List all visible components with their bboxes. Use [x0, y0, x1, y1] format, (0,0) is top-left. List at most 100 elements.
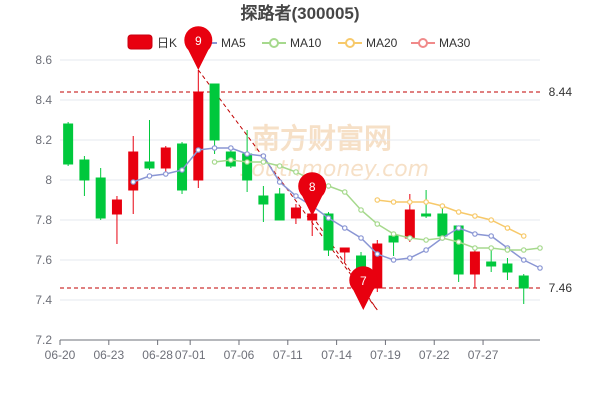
ma10-point	[407, 235, 413, 241]
marker-pin-label: 8	[309, 180, 316, 194]
ma30-legend-dot	[418, 38, 428, 48]
ma10-point	[228, 157, 234, 163]
ma20-legend-dot	[345, 38, 355, 48]
legend-label-ma20: MA20	[366, 36, 398, 50]
markers[interactable]: 9 8 7	[184, 26, 378, 310]
y-tick-label: 8.2	[35, 133, 52, 147]
y-tick-label: 8	[45, 173, 52, 187]
candle-body	[79, 159, 90, 181]
candle-down[interactable]	[144, 120, 155, 170]
candle-body	[518, 275, 529, 289]
ma5-point	[390, 257, 397, 263]
candle-body	[453, 225, 464, 275]
legend-item-ma20[interactable]: MA20	[338, 36, 398, 50]
trend-line	[197, 69, 378, 311]
legend[interactable]: 日K MA5 MA10 MA20 MA30	[127, 34, 471, 50]
candle-down[interactable]	[274, 188, 285, 221]
candle-body	[323, 213, 334, 251]
candles[interactable]	[63, 70, 529, 304]
candle-down[interactable]	[63, 122, 74, 166]
candle-down[interactable]	[209, 83, 220, 154]
candle-up[interactable]	[111, 196, 122, 244]
ma5-point	[325, 215, 332, 221]
candle-down[interactable]	[258, 186, 269, 222]
candle-body	[242, 153, 253, 181]
candle-body	[193, 91, 204, 181]
marker-pin[interactable]: 7	[349, 266, 378, 310]
legend-item-ma10[interactable]: MA10	[262, 36, 322, 50]
marker-pin-shape	[184, 26, 213, 71]
reference-lines: 8.44 7.46	[60, 69, 573, 311]
candle-up[interactable]	[307, 213, 318, 236]
marker-pin-shape	[349, 266, 378, 310]
legend-label-ma30: MA30	[439, 36, 471, 50]
candle-down[interactable]	[453, 225, 464, 282]
legend-label-kline: 日K	[157, 36, 177, 50]
legend-item-ma30[interactable]: MA30	[411, 36, 471, 50]
ma5-point	[130, 179, 137, 185]
candle-body	[290, 207, 301, 219]
legend-item-kline[interactable]: 日K	[127, 34, 177, 50]
reference-line-label: 8.44	[549, 85, 573, 99]
ma5-point	[228, 145, 234, 151]
ma5-point	[293, 193, 299, 199]
kline-legend-swatch	[127, 34, 153, 50]
ma20-point	[374, 197, 381, 203]
watermark-subtext: southmoney.com	[240, 157, 429, 182]
candle-body	[95, 177, 106, 219]
ma10-point	[341, 189, 348, 195]
ma5-point	[162, 171, 169, 177]
reference-line-label: 7.46	[549, 281, 573, 295]
x-tick-label: 06-20	[45, 348, 76, 362]
ma10-point	[423, 237, 429, 243]
candle-up[interactable]	[193, 70, 204, 188]
candle-body	[469, 251, 480, 275]
ma20-point	[488, 217, 494, 223]
candle-up[interactable]	[128, 136, 139, 214]
watermark: 南方财富网 southmoney.com	[240, 122, 429, 182]
candle-down[interactable]	[388, 234, 399, 256]
ma5-point	[211, 145, 218, 151]
ma5-point	[358, 235, 364, 241]
ma5-point	[195, 147, 202, 153]
candle-down[interactable]	[486, 250, 497, 272]
candle-body	[388, 235, 399, 243]
trend-line	[311, 215, 378, 311]
ma10-point	[455, 239, 462, 245]
ma10-point	[472, 245, 478, 251]
candle-body	[258, 195, 269, 205]
candle-up[interactable]	[290, 204, 301, 224]
ma5-point	[520, 257, 527, 263]
candle-down[interactable]	[79, 156, 90, 196]
candle-up[interactable]	[372, 240, 383, 292]
y-tick-label: 8.4	[35, 93, 52, 107]
marker-pin[interactable]: 9	[184, 26, 213, 71]
ma5-point	[407, 255, 413, 261]
ma10-legend-dot	[269, 38, 279, 48]
ma10-point	[276, 163, 283, 169]
candle-up[interactable]	[469, 248, 480, 288]
marker-pin-shape	[298, 172, 327, 216]
x-tick-label: 07-27	[468, 348, 499, 362]
ma20-point	[423, 199, 429, 205]
ma20-point	[439, 203, 446, 209]
marker-pin[interactable]: 8	[298, 172, 327, 216]
x-tick-label: 07-19	[370, 348, 401, 362]
ma5-point	[374, 251, 381, 257]
candle-body	[339, 247, 350, 253]
candle-down[interactable]	[95, 168, 106, 220]
ma10-point	[504, 247, 511, 253]
y-tick-label: 7.8	[35, 213, 52, 227]
ma5-point	[455, 225, 462, 231]
ma10-point	[325, 183, 332, 189]
candle-down[interactable]	[502, 258, 513, 280]
candle-body	[437, 213, 448, 237]
watermark-logo-text: 南方财富网	[252, 122, 392, 155]
candle-up[interactable]	[339, 247, 350, 262]
ma10-point	[260, 159, 267, 165]
candle-body	[421, 213, 432, 217]
candle-down[interactable]	[518, 274, 529, 304]
candle-up[interactable]	[160, 146, 171, 172]
candle-body	[111, 199, 122, 215]
candle-down[interactable]	[437, 206, 448, 238]
